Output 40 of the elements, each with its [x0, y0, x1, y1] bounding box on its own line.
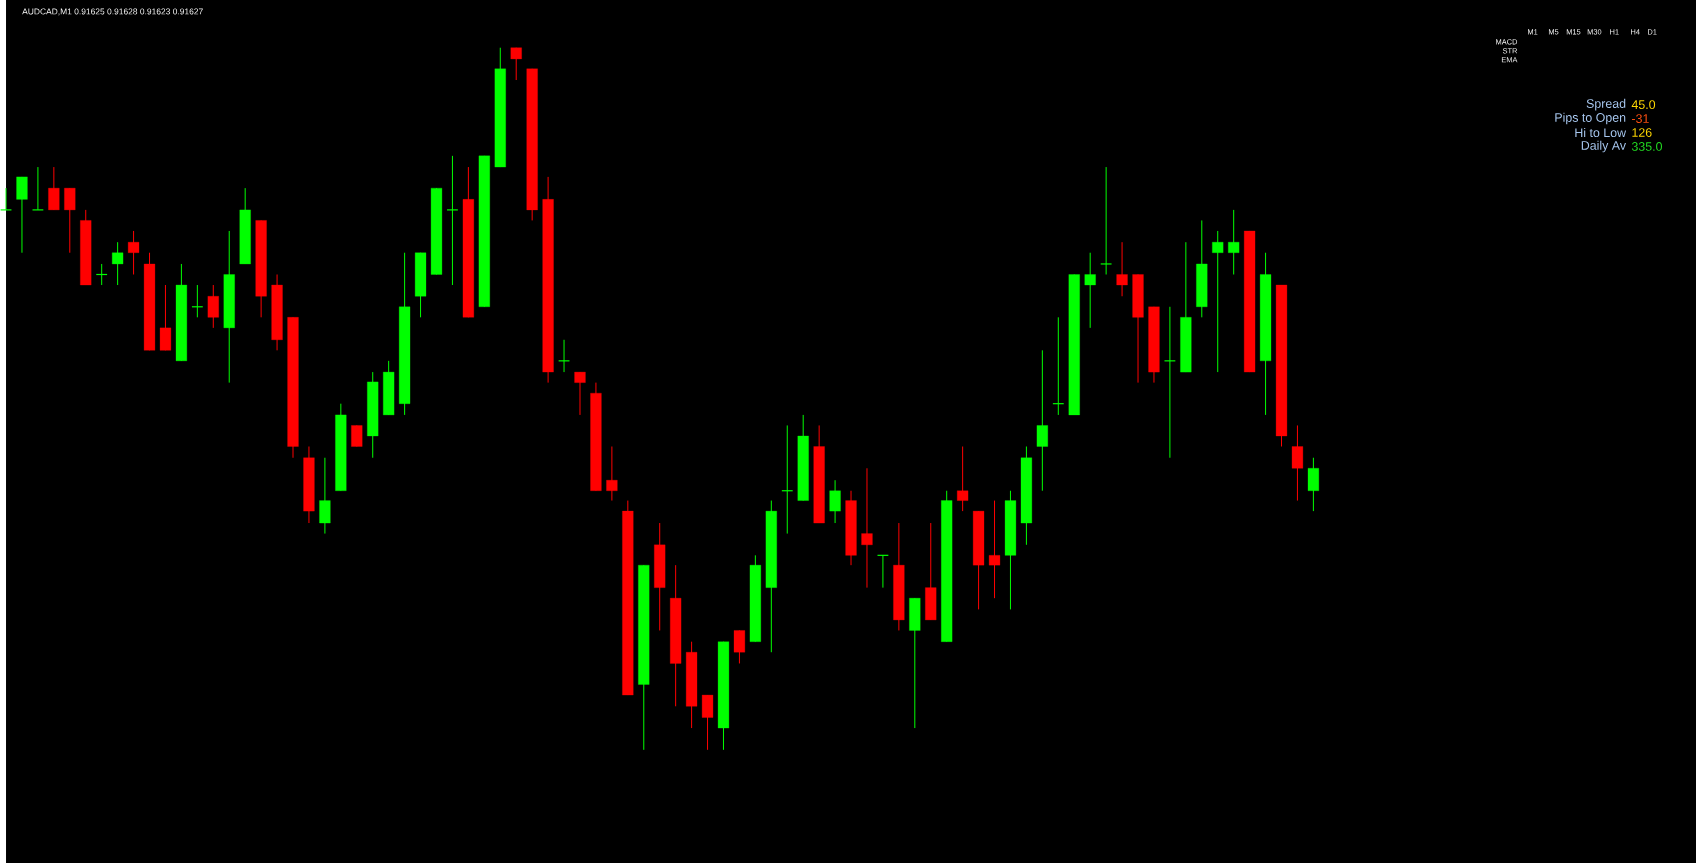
candlestick — [207, 284, 219, 329]
candlestick — [606, 446, 618, 502]
candlestick — [957, 446, 969, 512]
candlestick — [701, 694, 714, 751]
candlestick — [128, 230, 140, 276]
text: Spread — [1586, 98, 1626, 111]
candlestick — [829, 479, 841, 524]
candlestick — [0, 187, 13, 211]
candlestick — [16, 176, 28, 254]
candlestick — [1100, 166, 1113, 276]
candlestick — [861, 467, 873, 589]
candlestick — [64, 187, 76, 254]
candlestick — [1036, 349, 1048, 492]
candlestick — [574, 371, 586, 416]
candlestick — [1116, 241, 1128, 297]
text: 335.0 — [1631, 142, 1663, 151]
candlestick — [1163, 306, 1176, 459]
candlestick — [351, 424, 363, 448]
candlestick — [988, 500, 1001, 599]
candlestick — [733, 629, 745, 664]
candlestick — [319, 457, 331, 535]
text: Hi to Low — [1575, 127, 1627, 138]
candlestick — [1212, 230, 1224, 373]
candlestick — [558, 339, 571, 373]
candlestick — [1228, 209, 1240, 276]
candlestick — [510, 47, 522, 81]
candlestick — [112, 241, 124, 286]
candlestick — [31, 166, 44, 211]
candlestick — [1307, 457, 1319, 512]
text: Pips to Open — [1555, 112, 1626, 125]
text: 126 — [1632, 128, 1652, 137]
text: Daily Av — [1581, 140, 1627, 153]
candlestick — [1291, 424, 1304, 502]
candlestick — [1084, 252, 1096, 329]
text: AUDCAD,M1 0.91625 0.91628 0.91623 0.91627 — [22, 8, 203, 16]
candlestick — [48, 166, 60, 211]
candlestick — [446, 155, 459, 286]
text: -31 — [1631, 114, 1649, 123]
candlestick — [159, 284, 172, 351]
text: 45.0 — [1631, 100, 1656, 110]
